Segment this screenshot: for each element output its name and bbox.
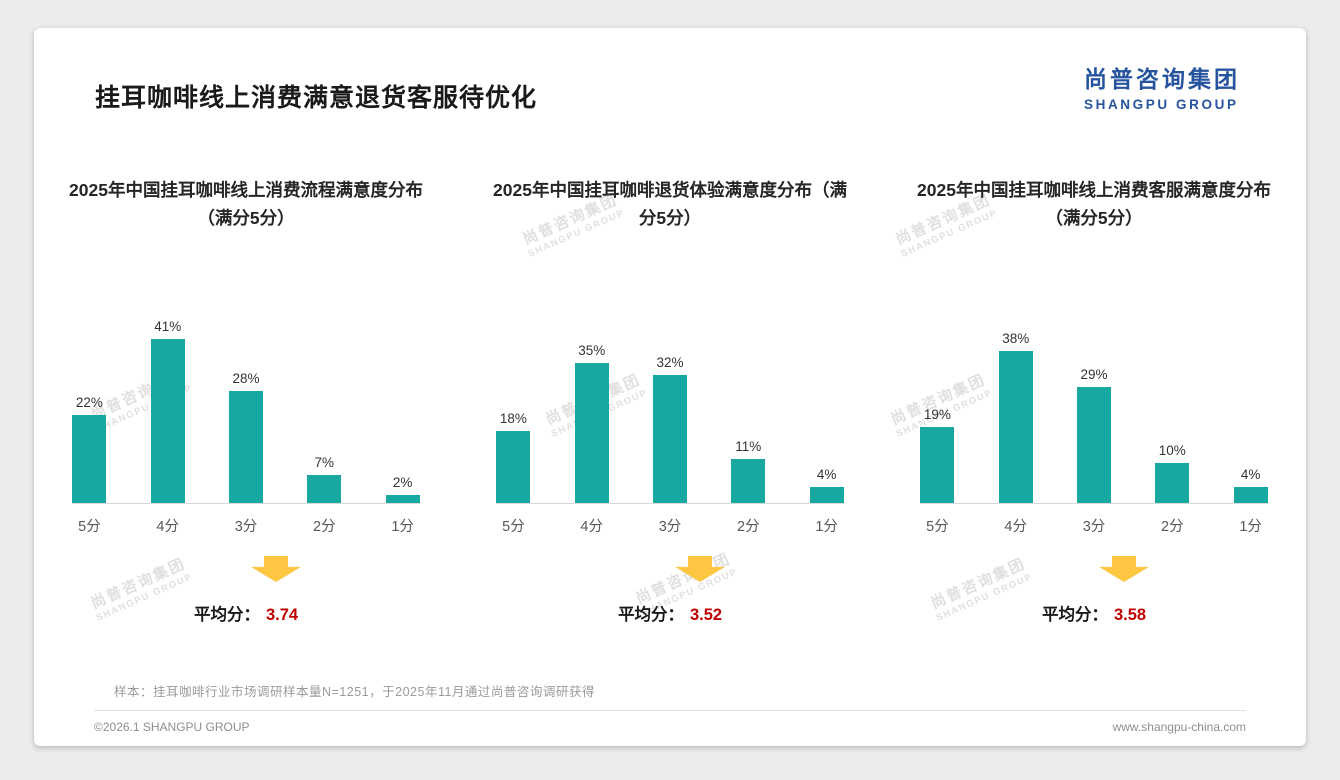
- footer-copyright: ©2026.1 SHANGPU GROUP: [94, 720, 250, 734]
- footer: ©2026.1 SHANGPU GROUP www.shangpu-china.…: [94, 710, 1246, 734]
- chart-title: 2025年中国挂耳咖啡线上消费流程满意度分布（满分5分）: [69, 180, 423, 228]
- bar: [920, 427, 955, 503]
- down-arrow-icon: [1099, 556, 1149, 582]
- bar-group: 19%: [920, 407, 955, 503]
- x-axis-label: 2分: [1161, 519, 1184, 535]
- x-axis: 5分 4分 3分 2分 1分: [920, 504, 1268, 536]
- average-label: 平均分：: [193, 606, 260, 624]
- bar-value-label: 22%: [75, 395, 103, 410]
- bar-group: 22%: [72, 395, 107, 503]
- chart-process-satisfaction: 2025年中国挂耳咖啡线上消费流程满意度分布（满分5分） 22% 41% 28% 7%…: [34, 176, 458, 625]
- average-score: 平均分： 3.74: [48, 601, 444, 625]
- bar-group: 7%: [307, 455, 342, 503]
- average-value: 3.74: [265, 606, 299, 624]
- bar-group: 2%: [385, 475, 420, 503]
- bar-group: 28%: [228, 371, 263, 503]
- x-axis-label: 3分: [234, 519, 258, 535]
- x-axis-label: 4分: [1004, 519, 1027, 535]
- bar-value-label: 28%: [232, 371, 260, 386]
- x-axis-label: 5分: [926, 519, 949, 535]
- bar-value-label: 18%: [499, 411, 527, 426]
- bar: [385, 495, 420, 503]
- company-logo: 尚普咨询集团 SHANGPU GROUP: [1084, 60, 1240, 112]
- x-axis-label: 1分: [815, 519, 838, 535]
- bar: [72, 415, 107, 503]
- average-value: 3.58: [1113, 606, 1147, 624]
- chart-service-satisfaction: 2025年中国挂耳咖啡线上消费客服满意度分布（满分5分） 19% 38% 29% 10…: [882, 176, 1306, 625]
- bar-value-label: 38%: [1002, 331, 1030, 346]
- bar: [307, 475, 342, 503]
- average-score: 平均分： 3.58: [896, 601, 1292, 625]
- footer-url: www.shangpu-china.com: [1112, 720, 1246, 734]
- logo-text-en: SHANGPU GROUP: [1084, 97, 1239, 112]
- arrow-row: [48, 556, 444, 587]
- average-value: 3.52: [689, 606, 723, 624]
- bar-value-label: 32%: [656, 355, 684, 370]
- x-axis: 5分 4分 3分 2分 1分: [496, 504, 844, 536]
- bar: [653, 375, 687, 503]
- x-axis-label: 5分: [78, 519, 101, 535]
- bar-value-label: 35%: [578, 343, 606, 358]
- x-axis-label: 4分: [156, 519, 179, 535]
- bar: [1077, 387, 1111, 503]
- bar-value-label: 2%: [392, 475, 413, 490]
- bar: [998, 351, 1033, 503]
- arrow-row: [472, 556, 868, 587]
- bar-value-label: 10%: [1158, 443, 1186, 458]
- bar-group: 18%: [496, 411, 531, 503]
- bar: [229, 391, 263, 503]
- average-score: 平均分： 3.52: [472, 601, 868, 625]
- bar-group: 4%: [1233, 467, 1268, 503]
- bar-group: 29%: [1076, 367, 1111, 503]
- bar-chart: 19% 38% 29% 10% 4%: [919, 304, 1269, 504]
- bar: [731, 459, 766, 503]
- x-axis-label: 2分: [313, 519, 336, 535]
- bar-group: 38%: [998, 331, 1033, 503]
- sample-note: 样本：挂耳咖啡行业市场调研样本量N=1251，于2025年11月通过尚普咨询调研…: [114, 685, 595, 699]
- average-label: 平均分：: [617, 606, 684, 624]
- bar-value-label: 19%: [923, 407, 951, 422]
- down-arrow-icon: [251, 556, 301, 582]
- bar-group: 35%: [574, 343, 609, 503]
- x-axis-label: 1分: [1239, 519, 1262, 535]
- chart-title: 2025年中国挂耳咖啡退货体验满意度分布（满分5分）: [493, 180, 847, 228]
- x-axis-label: 3分: [1082, 519, 1106, 535]
- charts-row: 2025年中国挂耳咖啡线上消费流程满意度分布（满分5分） 22% 41% 28% 7%…: [34, 176, 1306, 625]
- bar-group: 41%: [150, 319, 185, 503]
- x-axis-label: 2分: [737, 519, 760, 535]
- bar-chart: 22% 41% 28% 7% 2%: [71, 304, 421, 504]
- down-arrow-icon: [675, 556, 725, 582]
- logo-text-cn: 尚普咨询集团: [1084, 66, 1240, 92]
- arrow-row: [896, 556, 1292, 587]
- bar: [1155, 463, 1190, 503]
- bar-value-label: 4%: [816, 467, 837, 482]
- x-axis-label: 4分: [580, 519, 603, 535]
- bar-group: 32%: [652, 355, 687, 503]
- x-axis-label: 1分: [391, 519, 414, 535]
- average-label: 平均分：: [1041, 606, 1108, 624]
- bar-value-label: 4%: [1240, 467, 1261, 482]
- bar-value-label: 29%: [1080, 367, 1108, 382]
- chart-title: 2025年中国挂耳咖啡线上消费客服满意度分布（满分5分）: [917, 180, 1271, 228]
- bar-value-label: 11%: [735, 439, 762, 454]
- bar-group: 4%: [809, 467, 844, 503]
- slide: 尚普咨询集团 SHANGPU GROUP 尚普咨询集团 SHANGPU GROU…: [34, 28, 1306, 746]
- bar: [809, 487, 844, 503]
- bar-value-label: 7%: [314, 455, 335, 470]
- x-axis: 5分 4分 3分 2分 1分: [72, 504, 420, 536]
- chart-return-satisfaction: 2025年中国挂耳咖啡退货体验满意度分布（满分5分） 18% 35% 32% 11% 4…: [458, 176, 882, 625]
- bar: [496, 431, 531, 503]
- bar: [574, 363, 609, 503]
- x-axis-label: 3分: [658, 519, 682, 535]
- bar-group: 11%: [731, 439, 766, 503]
- bar: [1233, 487, 1268, 503]
- bar-group: 10%: [1155, 443, 1190, 503]
- bar-chart: 18% 35% 32% 11% 4%: [495, 304, 845, 504]
- bar: [150, 339, 185, 503]
- page-title: 挂耳咖啡线上消费满意退货客服待优化: [95, 84, 538, 112]
- bar-value-label: 41%: [154, 319, 182, 334]
- x-axis-label: 5分: [502, 519, 525, 535]
